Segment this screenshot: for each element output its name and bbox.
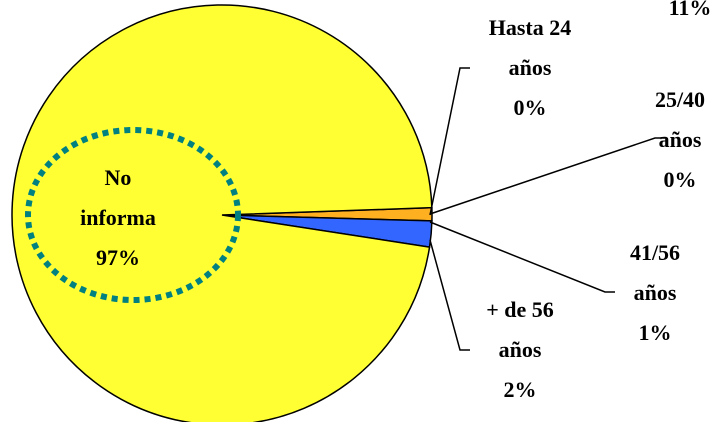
value-label: 97% xyxy=(96,245,140,270)
leader-line xyxy=(429,137,665,215)
slice-label: 41/56 años xyxy=(630,240,680,305)
annotation: 11% xyxy=(669,0,712,20)
leader-line xyxy=(429,221,615,293)
value-label: 0% xyxy=(514,95,547,120)
leader-line xyxy=(429,67,470,216)
value-label: 0% xyxy=(664,167,697,192)
highlight-circle xyxy=(25,127,241,303)
leader-lines xyxy=(429,67,665,351)
pie xyxy=(11,4,433,422)
slice-label: + de 56 años xyxy=(486,297,554,362)
value-label: 2% xyxy=(504,377,537,402)
slice-label: Hasta 24 años xyxy=(489,15,572,80)
leader-line xyxy=(429,239,470,351)
value-label: 1% xyxy=(639,320,672,345)
pie-slice xyxy=(11,4,433,422)
slice-label: No informa xyxy=(80,165,156,230)
slice-label: 25/40 años xyxy=(655,87,705,152)
